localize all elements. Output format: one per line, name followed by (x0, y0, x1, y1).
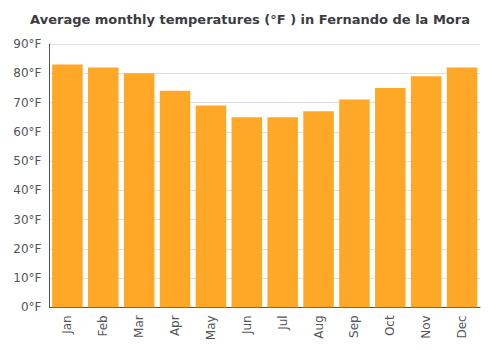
svg-text:May: May (204, 315, 218, 340)
svg-text:Average monthly temperatures (: Average monthly temperatures (°F ) in Fe… (30, 12, 470, 27)
svg-text:Nov: Nov (419, 315, 433, 338)
svg-text:Feb: Feb (96, 315, 110, 336)
svg-text:70°F: 70°F (13, 96, 41, 110)
svg-text:Aug: Aug (312, 315, 326, 338)
svg-text:Dec: Dec (455, 315, 469, 338)
svg-text:90°F: 90°F (13, 37, 41, 51)
svg-text:Mar: Mar (132, 315, 146, 338)
svg-text:20°F: 20°F (13, 242, 41, 256)
svg-text:Sep: Sep (347, 315, 361, 338)
svg-text:40°F: 40°F (13, 183, 41, 197)
svg-text:50°F: 50°F (13, 154, 41, 168)
svg-text:0°F: 0°F (21, 300, 42, 314)
svg-text:Jun: Jun (240, 315, 254, 335)
svg-text:80°F: 80°F (13, 66, 41, 80)
svg-text:60°F: 60°F (13, 125, 41, 139)
svg-text:30°F: 30°F (13, 213, 41, 227)
svg-text:Oct: Oct (383, 315, 397, 336)
svg-text:Apr: Apr (168, 315, 182, 336)
svg-text:Jan: Jan (60, 315, 74, 335)
svg-text:10°F: 10°F (13, 271, 41, 285)
svg-text:Jul: Jul (276, 315, 290, 330)
